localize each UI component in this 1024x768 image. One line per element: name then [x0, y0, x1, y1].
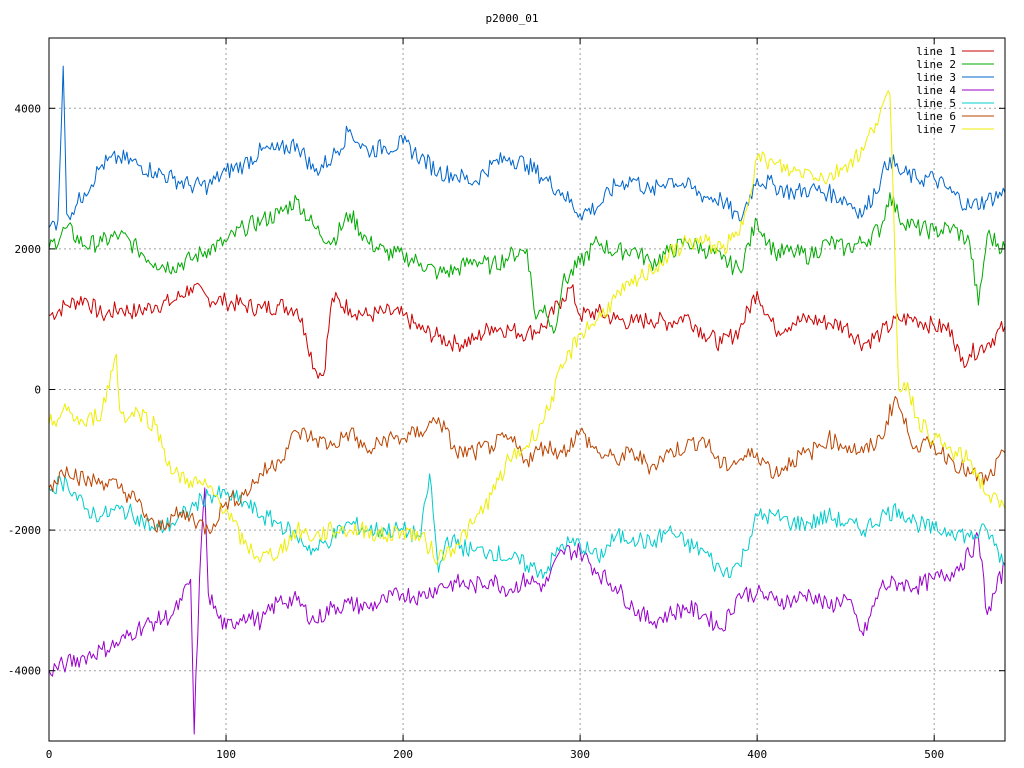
x-axis: 0 100 200 300 400 500 [46, 38, 944, 761]
series-line-6 [48, 396, 1006, 535]
chart-title: p2000_01 [486, 12, 539, 25]
legend-label: line 4 [916, 84, 956, 97]
y-tick-label: 0 [34, 384, 41, 397]
y-axis: -4000 -2000 0 2000 4000 [8, 102, 1005, 678]
legend-label: line 1 [916, 45, 956, 58]
x-tick-label: 200 [393, 748, 413, 761]
legend-label: line 6 [916, 110, 956, 123]
y-tick-label: -4000 [8, 665, 41, 678]
legend-label: line 2 [916, 58, 956, 71]
x-tick-label: 0 [46, 748, 53, 761]
y-tick-label: -2000 [8, 524, 41, 537]
series-line-2 [48, 192, 1006, 334]
series-group [48, 65, 1006, 735]
x-tick-label: 400 [747, 748, 767, 761]
legend-label: line 7 [916, 123, 956, 136]
series-line-5 [48, 473, 1006, 579]
y-tick-label: 2000 [15, 243, 42, 256]
series-line-1 [48, 282, 1006, 379]
x-tick-label: 100 [216, 748, 236, 761]
legend-label: line 5 [916, 97, 956, 110]
series-line-3 [48, 65, 1006, 231]
x-tick-label: 500 [924, 748, 944, 761]
series-line-7 [48, 90, 1006, 565]
legend-label: line 3 [916, 71, 956, 84]
y-tick-label: 4000 [15, 102, 42, 115]
x-tick-label: 300 [570, 748, 590, 761]
series-line-4 [48, 487, 1006, 735]
